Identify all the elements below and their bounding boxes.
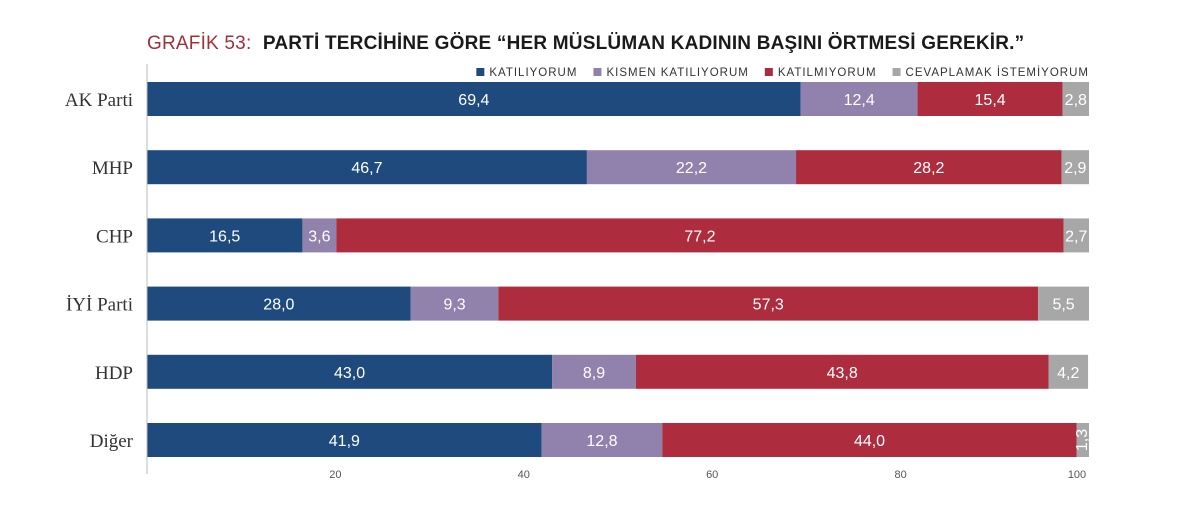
bars-group: 69,4 12,4 15,4 2,8 46,7 22,2 28,2 2,9 16,5 3,6 77,… (147, 82, 1091, 457)
data-label: 44,0 (854, 433, 885, 450)
data-label: 12,4 (844, 92, 875, 109)
data-label: 16,5 (209, 228, 240, 245)
legend-item: KATILIYORUM (476, 67, 577, 79)
data-label: 57,3 (753, 297, 784, 314)
bar-segment (1076, 423, 1089, 457)
bar-segment (147, 423, 542, 457)
bar-segment (635, 354, 1049, 389)
data-label: 8,9 (583, 365, 605, 382)
x-tick-label: 60 (706, 469, 718, 481)
chart-title-prefix: GRAFİK 53: (147, 33, 251, 54)
x-axis: 20 40 60 80 100 (146, 64, 1086, 481)
legend-item: KATILMIYORUM (764, 67, 877, 79)
legend-swatch (593, 68, 602, 76)
bar-segment (498, 286, 1039, 321)
legend-label: CEVAPLAMAK İSTEMİYORUM (906, 66, 1089, 79)
data-label: 46,7 (351, 160, 382, 177)
bar-segment (796, 150, 1062, 185)
data-label: 28,0 (263, 297, 294, 314)
bar-segment (541, 423, 663, 457)
x-tick-label: 100 (1068, 469, 1086, 481)
bar-segment (917, 82, 1063, 116)
legend: KATILIYORUM KISMEN KATILIYORUM KATILMIYORU… (476, 66, 1089, 79)
data-label: 43,0 (334, 365, 365, 382)
category-label: İYİ Parti (66, 295, 133, 316)
data-label: 2,9 (1064, 160, 1086, 177)
data-label: 9,3 (443, 297, 465, 314)
data-label: 69,4 (458, 92, 489, 109)
bar-segment (147, 150, 587, 185)
data-label: 12,8 (586, 433, 617, 450)
bar-segment (302, 218, 337, 253)
x-tick-label: 20 (329, 469, 341, 481)
category-label: HDP (95, 363, 133, 384)
data-label: 28,2 (913, 160, 944, 177)
data-label: 1,3 (1074, 429, 1091, 451)
data-label: 2,8 (1065, 92, 1087, 109)
bar-segment (552, 354, 636, 389)
legend-item: CEVAPLAMAK İSTEMİYORUM (892, 66, 1089, 79)
bar-segment (1061, 150, 1089, 185)
legend-swatch (764, 68, 773, 76)
category-label: Diğer (90, 431, 134, 452)
category-label: MHP (92, 158, 133, 179)
bar-segment (147, 218, 303, 253)
bar-segment (410, 286, 499, 321)
legend-label: KATILIYORUM (489, 67, 577, 79)
bar-segment (147, 286, 411, 321)
legend-swatch (476, 68, 485, 76)
category-label: AK Parti (65, 90, 133, 111)
data-label: 15,4 (975, 92, 1006, 109)
legend-swatch (892, 68, 901, 76)
data-label: 3,6 (308, 228, 330, 245)
bar-segment (1063, 218, 1089, 253)
bar-segment (1048, 354, 1089, 389)
bar-segment (147, 354, 553, 389)
category-labels: AK Parti MHP CHP İYİ Parti HDP Diğer (65, 90, 134, 452)
chart-title: GRAFİK 53: PARTİ TERCİHİNE GÖRE “HER MÜS… (147, 33, 1024, 54)
bar-segment (800, 82, 918, 116)
chart-title-main: PARTİ TERCİHİNE GÖRE “HER MÜSLÜMAN KADIN… (263, 33, 1024, 54)
data-label: 22,2 (676, 160, 707, 177)
data-label: 43,8 (827, 365, 858, 382)
legend-label: KISMEN KATILIYORUM (606, 67, 748, 79)
legend-item: KISMEN KATILIYORUM (593, 67, 748, 79)
category-label: CHP (96, 226, 133, 247)
data-label: 5,5 (1052, 297, 1074, 314)
bar-segment (662, 423, 1077, 457)
data-label: 41,9 (329, 433, 360, 450)
bar-segment (1062, 82, 1089, 116)
data-label: 4,2 (1057, 365, 1079, 382)
bar-segment (147, 82, 801, 116)
data-label: 2,7 (1065, 228, 1087, 245)
bar-segment (336, 218, 1064, 253)
data-label: 77,2 (684, 228, 715, 245)
x-tick-label: 40 (518, 469, 530, 481)
bar-segment (1038, 286, 1089, 321)
legend-label: KATILMIYORUM (778, 67, 877, 79)
x-tick-label: 80 (894, 469, 906, 481)
bar-segment (586, 150, 797, 185)
